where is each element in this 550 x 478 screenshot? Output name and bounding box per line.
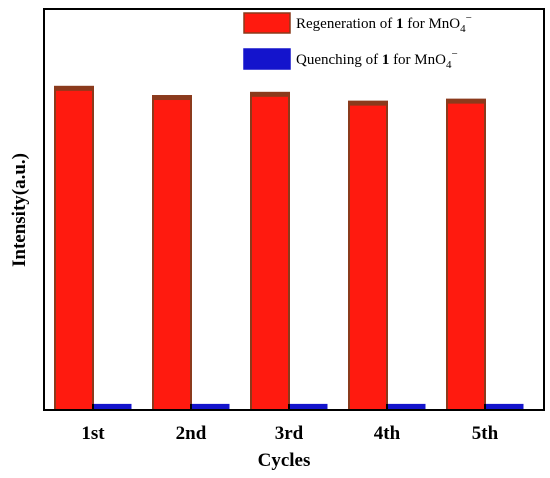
- bar-top-edge-5th: [447, 99, 485, 104]
- bar-regeneration-3rd: [250, 91, 290, 412]
- bar-top-edge-2nd: [153, 96, 191, 101]
- x-axis-title: Cycles: [258, 450, 311, 471]
- bar-top-edge-4th: [349, 101, 387, 106]
- plot-frame: [43, 8, 545, 411]
- bar-top-edge-3rd: [251, 92, 289, 97]
- bar-regeneration-2nd: [152, 95, 192, 411]
- legend-label-regeneration: Regeneration of 1 for MnO4−: [296, 12, 472, 35]
- legend: Regeneration of 1 for MnO4− Quenching of …: [243, 12, 472, 71]
- x-ticks: 1st 2nd 3rd 4th 5th: [81, 404, 499, 444]
- y-axis-title: Intensity(a.u.): [9, 153, 30, 267]
- x-tick-label-1st: 1st: [81, 423, 105, 444]
- bar-top-edge-1st: [55, 86, 93, 91]
- legend-label-quenching: Quenching of 1 for MnO4−: [296, 48, 458, 71]
- x-tick-label-3rd: 3rd: [275, 423, 304, 444]
- bar-regeneration-5th: [446, 98, 486, 411]
- x-tick-label-4th: 4th: [374, 423, 401, 444]
- bar-regeneration-4th: [348, 100, 388, 411]
- legend-swatch-regeneration: [243, 12, 291, 34]
- x-tick-label-5th: 5th: [472, 423, 499, 444]
- x-tick-label-2nd: 2nd: [176, 423, 207, 444]
- bars-layer: [54, 85, 524, 412]
- bar-regeneration-1st: [54, 85, 94, 411]
- legend-swatch-quenching: [243, 48, 291, 70]
